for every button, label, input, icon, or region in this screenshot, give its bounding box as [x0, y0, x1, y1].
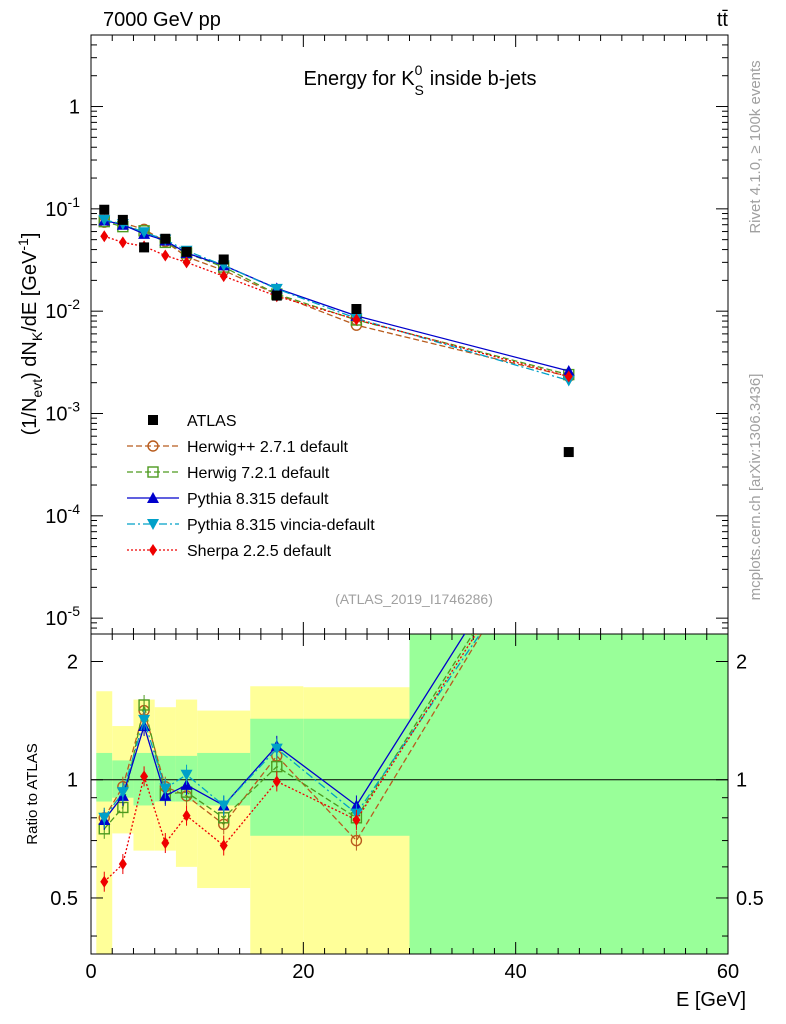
ratio-tick-labels: 0.5 0.5 1 1 2 2	[50, 652, 764, 910]
title-superscript: 0	[415, 62, 423, 78]
atlas-data-point	[563, 447, 574, 458]
atlas-data-point	[271, 290, 282, 301]
series-line-herwig-7-2-1-default	[104, 221, 569, 376]
y-tick-label: 10-2	[45, 296, 80, 323]
y-tick-labels: 1 10-1 10-2 10-3 10-4 10-5	[45, 97, 80, 631]
stat-uncertainty-band	[409, 634, 728, 954]
ratio-point-sherpa-2-2-5-default	[161, 837, 170, 850]
process-label: tt̄	[717, 9, 729, 31]
ratio-tick-label-right: 0.5	[736, 888, 764, 910]
title-subscript: S	[414, 82, 423, 98]
legend-label: Herwig 7.2.1 default	[187, 465, 330, 482]
ratio-series	[98, 634, 483, 892]
ratio-tick-label-right: 2	[736, 652, 747, 674]
series-point-sherpa-2-2-5-default	[161, 249, 170, 262]
y-axis-label: (1/Nevt) dNK/dE [GeV-1]	[15, 233, 45, 436]
x-tick-label: 40	[505, 961, 527, 983]
ratio-tick-label-left: 0.5	[50, 888, 78, 910]
atlas-data-point	[139, 242, 150, 253]
ratio-point-sherpa-2-2-5-default	[272, 775, 281, 788]
series-point-sherpa-2-2-5-default	[564, 370, 573, 383]
rivet-label: Rivet 4.1.0, ≥ 100k events	[747, 60, 764, 233]
atlas-data-point	[99, 204, 110, 215]
y-tick-label: 1	[69, 97, 80, 119]
series-line-sherpa-2-2-5-default	[104, 235, 569, 378]
ratio-tick-label-left: 2	[67, 652, 78, 674]
series-point-pythia-8-315-vincia-default	[270, 283, 283, 295]
x-tick-label: 60	[717, 961, 739, 983]
ratio-point-pythia-8-315-vincia-default	[217, 800, 230, 812]
legend: ATLAS Herwig++ 2.7.1 default Herwig 7.2.1 …	[127, 413, 375, 560]
title-main: Energy for K	[303, 68, 415, 90]
atlas-data-point	[117, 214, 128, 225]
ratio-point-pythia-8-315-vincia-default	[98, 812, 111, 824]
ratio-point-pythia-8-315-vincia-default	[116, 787, 129, 799]
x-tick-label: 0	[85, 961, 96, 983]
analysis-id: (ATLAS_2019_I1746286)	[335, 591, 493, 607]
y-tick-label: 10-3	[45, 398, 80, 425]
mcplots-label: mcplots.cern.ch [arXiv:1306.3436]	[747, 374, 764, 601]
energy-label: 7000 GeV pp	[103, 9, 221, 31]
series-point-pythia-8-315-vincia-default	[138, 227, 151, 239]
ratio-point-sherpa-2-2-5-default	[352, 813, 361, 826]
ratio-bands	[91, 634, 728, 954]
series-point-pythia-8-315-vincia-default	[98, 214, 111, 226]
ratio-point-herwig-2-7-1-default	[350, 834, 363, 847]
series-point-sherpa-2-2-5-default	[100, 230, 109, 243]
legend-marker	[147, 519, 159, 530]
ratio-point-sherpa-2-2-5-default	[182, 809, 191, 822]
title-rest: inside b-jets	[430, 68, 537, 90]
axis-ticks	[90, 34, 729, 954]
series-point-sherpa-2-2-5-default	[219, 270, 228, 283]
y-tick-label: 10-1	[45, 194, 80, 221]
stat-uncertainty-band	[96, 752, 113, 802]
legend-label: Pythia 8.315 default	[187, 491, 329, 508]
series-point-sherpa-2-2-5-default	[182, 256, 191, 269]
legend-marker-atlas	[148, 415, 158, 425]
ratio-point-sherpa-2-2-5-default	[140, 770, 149, 783]
data-points	[99, 204, 574, 458]
x-tick-labels: 0 20 40 60	[85, 961, 739, 983]
atlas-data-point	[181, 246, 192, 257]
ratio-point-pythia-8-315-vincia-default	[138, 714, 151, 726]
legend-label-atlas: ATLAS	[187, 413, 237, 430]
ratio-point-sherpa-2-2-5-default	[118, 858, 127, 871]
x-tick-label: 20	[292, 961, 314, 983]
legend-label: Pythia 8.315 vincia-default	[187, 517, 375, 534]
ratio-tick-label-right: 1	[736, 770, 747, 792]
ratio-point-sherpa-2-2-5-default	[219, 839, 228, 852]
atlas-data-point	[218, 254, 229, 265]
series-point-sherpa-2-2-5-default	[352, 313, 361, 326]
series-line-pythia-8-315-default	[104, 219, 569, 372]
ratio-point-pythia-8-315-vincia-default	[159, 783, 172, 795]
legend-marker	[147, 440, 159, 452]
y-tick-label: 10-5	[45, 603, 80, 630]
y-tick-label: 10-4	[45, 501, 80, 528]
legend-label: Herwig++ 2.7.1 default	[187, 439, 349, 456]
legend-marker	[147, 492, 159, 503]
series-point-sherpa-2-2-5-default	[118, 236, 127, 249]
atlas-data-point	[351, 304, 362, 315]
series-line-pythia-8-315-vincia-default	[104, 219, 569, 382]
ratio-tick-label-left: 1	[67, 770, 78, 792]
ratio-point-pythia-8-315-vincia-default	[270, 743, 283, 755]
x-axis-label: E [GeV]	[676, 989, 746, 1011]
ratio-point-sherpa-2-2-5-default	[100, 875, 109, 888]
ratio-point-pythia-8-315-vincia-default	[180, 769, 193, 781]
legend-label: Sherpa 2.2.5 default	[187, 543, 332, 560]
atlas-data-point	[160, 233, 171, 244]
ratio-y-axis-label: Ratio to ATLAS	[24, 743, 41, 844]
legend-marker	[147, 466, 159, 478]
legend-marker	[149, 544, 157, 556]
